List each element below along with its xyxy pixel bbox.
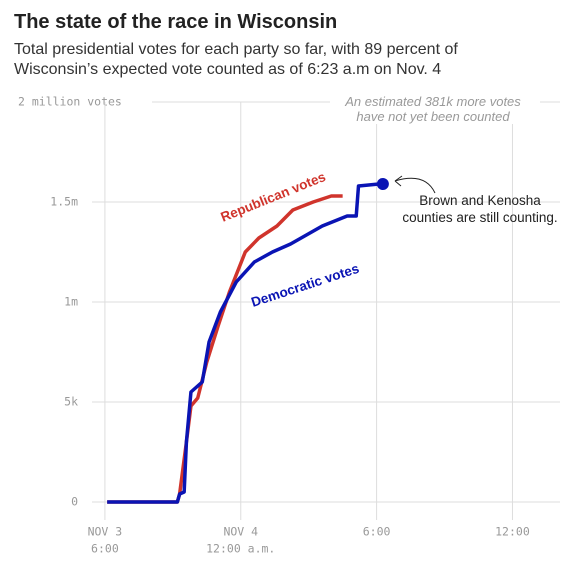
annotation: counties are still counting. [402,210,557,225]
line [107,182,380,504]
annotation-bg [330,90,540,124]
chart-subtitle: Total presidential votes for each party … [14,41,458,58]
chart-subtitle: Wisconsin’s expected vote counted as of … [14,61,441,78]
x-tick-label: 6:00 [363,525,391,539]
y-tick-label: 1m [64,295,78,309]
x-tick-label: NOV 3 [88,525,123,539]
chart-title: The state of the race in Wisconsin [14,11,337,33]
end-dot [376,178,389,190]
y-tick-label: 2 million votes [18,95,122,109]
y-tick-label: 1.5m [50,195,78,209]
annotation: An estimated 381k more votes [344,94,521,109]
series-label: Republican votes [219,169,328,225]
y-tick-label: 5k [64,395,78,409]
annotation: Brown and Kenosha [419,193,541,208]
annotation: have not yet been counted [356,109,510,124]
x-tick-label: NOV 4 [223,525,258,539]
y-tick-label: 0 [71,495,78,509]
annotation-arrow [394,177,436,194]
line [107,194,343,504]
annotation-arrowhead [394,175,403,187]
x-tick-label: 12:00 a.m. [206,542,275,556]
x-tick-label: 6:00 [91,542,119,556]
x-tick-label: 12:00 [495,525,530,539]
